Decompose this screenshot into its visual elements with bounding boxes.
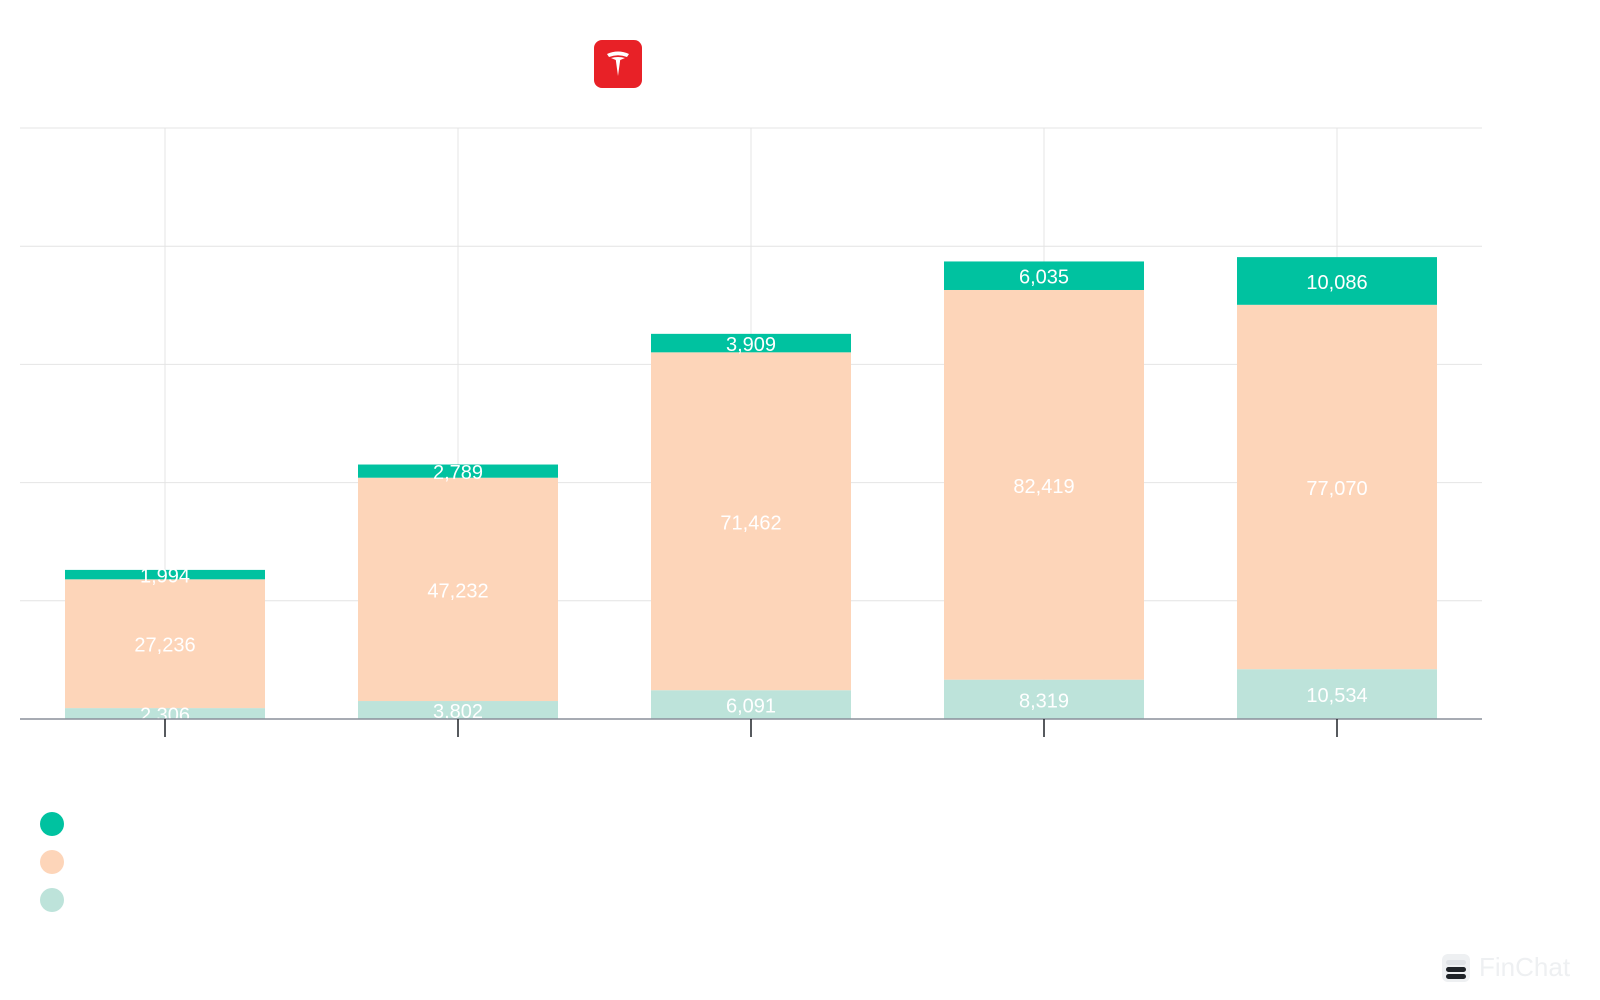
- bar-segment-1[interactable]: [358, 701, 558, 719]
- legend: [40, 805, 76, 919]
- bar-segment-2[interactable]: [1237, 304, 1437, 670]
- bar-segment-3[interactable]: [1237, 257, 1437, 305]
- bar-value-label: 10,086: [1306, 272, 1367, 294]
- bar-segment-3[interactable]: [651, 333, 851, 353]
- bar-value-label: 1,994: [140, 566, 190, 588]
- bar-value-label: 10,534: [1306, 685, 1367, 707]
- bar-segment-1[interactable]: [651, 690, 851, 719]
- legend-dot-icon: [40, 812, 64, 836]
- bar-value-label: 77,070: [1306, 478, 1367, 500]
- bar-segment-3[interactable]: [65, 569, 265, 580]
- bar-segment-1[interactable]: [1237, 669, 1437, 719]
- bar-segment-2[interactable]: [358, 477, 558, 702]
- watermark: FinChat: [1441, 952, 1570, 983]
- bar-segment-3[interactable]: [358, 464, 558, 478]
- legend-dot-icon: [40, 888, 64, 912]
- bar-value-label: 2,789: [433, 462, 483, 484]
- bar-segment-2[interactable]: [944, 289, 1144, 680]
- legend-item[interactable]: [40, 843, 76, 881]
- bar-value-label: 82,419: [1013, 476, 1074, 498]
- bar-value-label: 6,035: [1019, 267, 1069, 289]
- bar-segment-1[interactable]: [65, 708, 265, 719]
- bar-segment-3[interactable]: [944, 261, 1144, 290]
- bar-value-label: 8,319: [1019, 690, 1069, 712]
- bar-segment-2[interactable]: [65, 579, 265, 709]
- bar-value-label: 47,232: [427, 580, 488, 602]
- bar-value-label: 2,306: [140, 705, 190, 727]
- legend-item[interactable]: [40, 805, 76, 843]
- bar-segment-2[interactable]: [651, 352, 851, 691]
- bar-value-label: 3,909: [726, 334, 776, 356]
- labels-layer: 2,306 27,236 1,994 3,802 47,232 2,789 6,091 71,…: [134, 267, 1367, 727]
- bars-layer: [65, 257, 1437, 719]
- legend-dot-icon: [40, 850, 64, 874]
- bar-value-label: 27,236: [134, 635, 195, 657]
- bar-value-label: 3,802: [433, 701, 483, 723]
- tesla-t-icon: [607, 51, 629, 76]
- bar-segment-1[interactable]: [944, 679, 1144, 719]
- finchat-logo-icon: [1442, 953, 1470, 982]
- bar-value-label: 6,091: [726, 696, 776, 718]
- watermark-text: FinChat: [1479, 952, 1571, 982]
- axis-layer: [20, 718, 1482, 737]
- bar-value-label: 71,462: [720, 512, 781, 534]
- legend-item[interactable]: [40, 881, 76, 919]
- tesla-logo-icon: [594, 40, 642, 88]
